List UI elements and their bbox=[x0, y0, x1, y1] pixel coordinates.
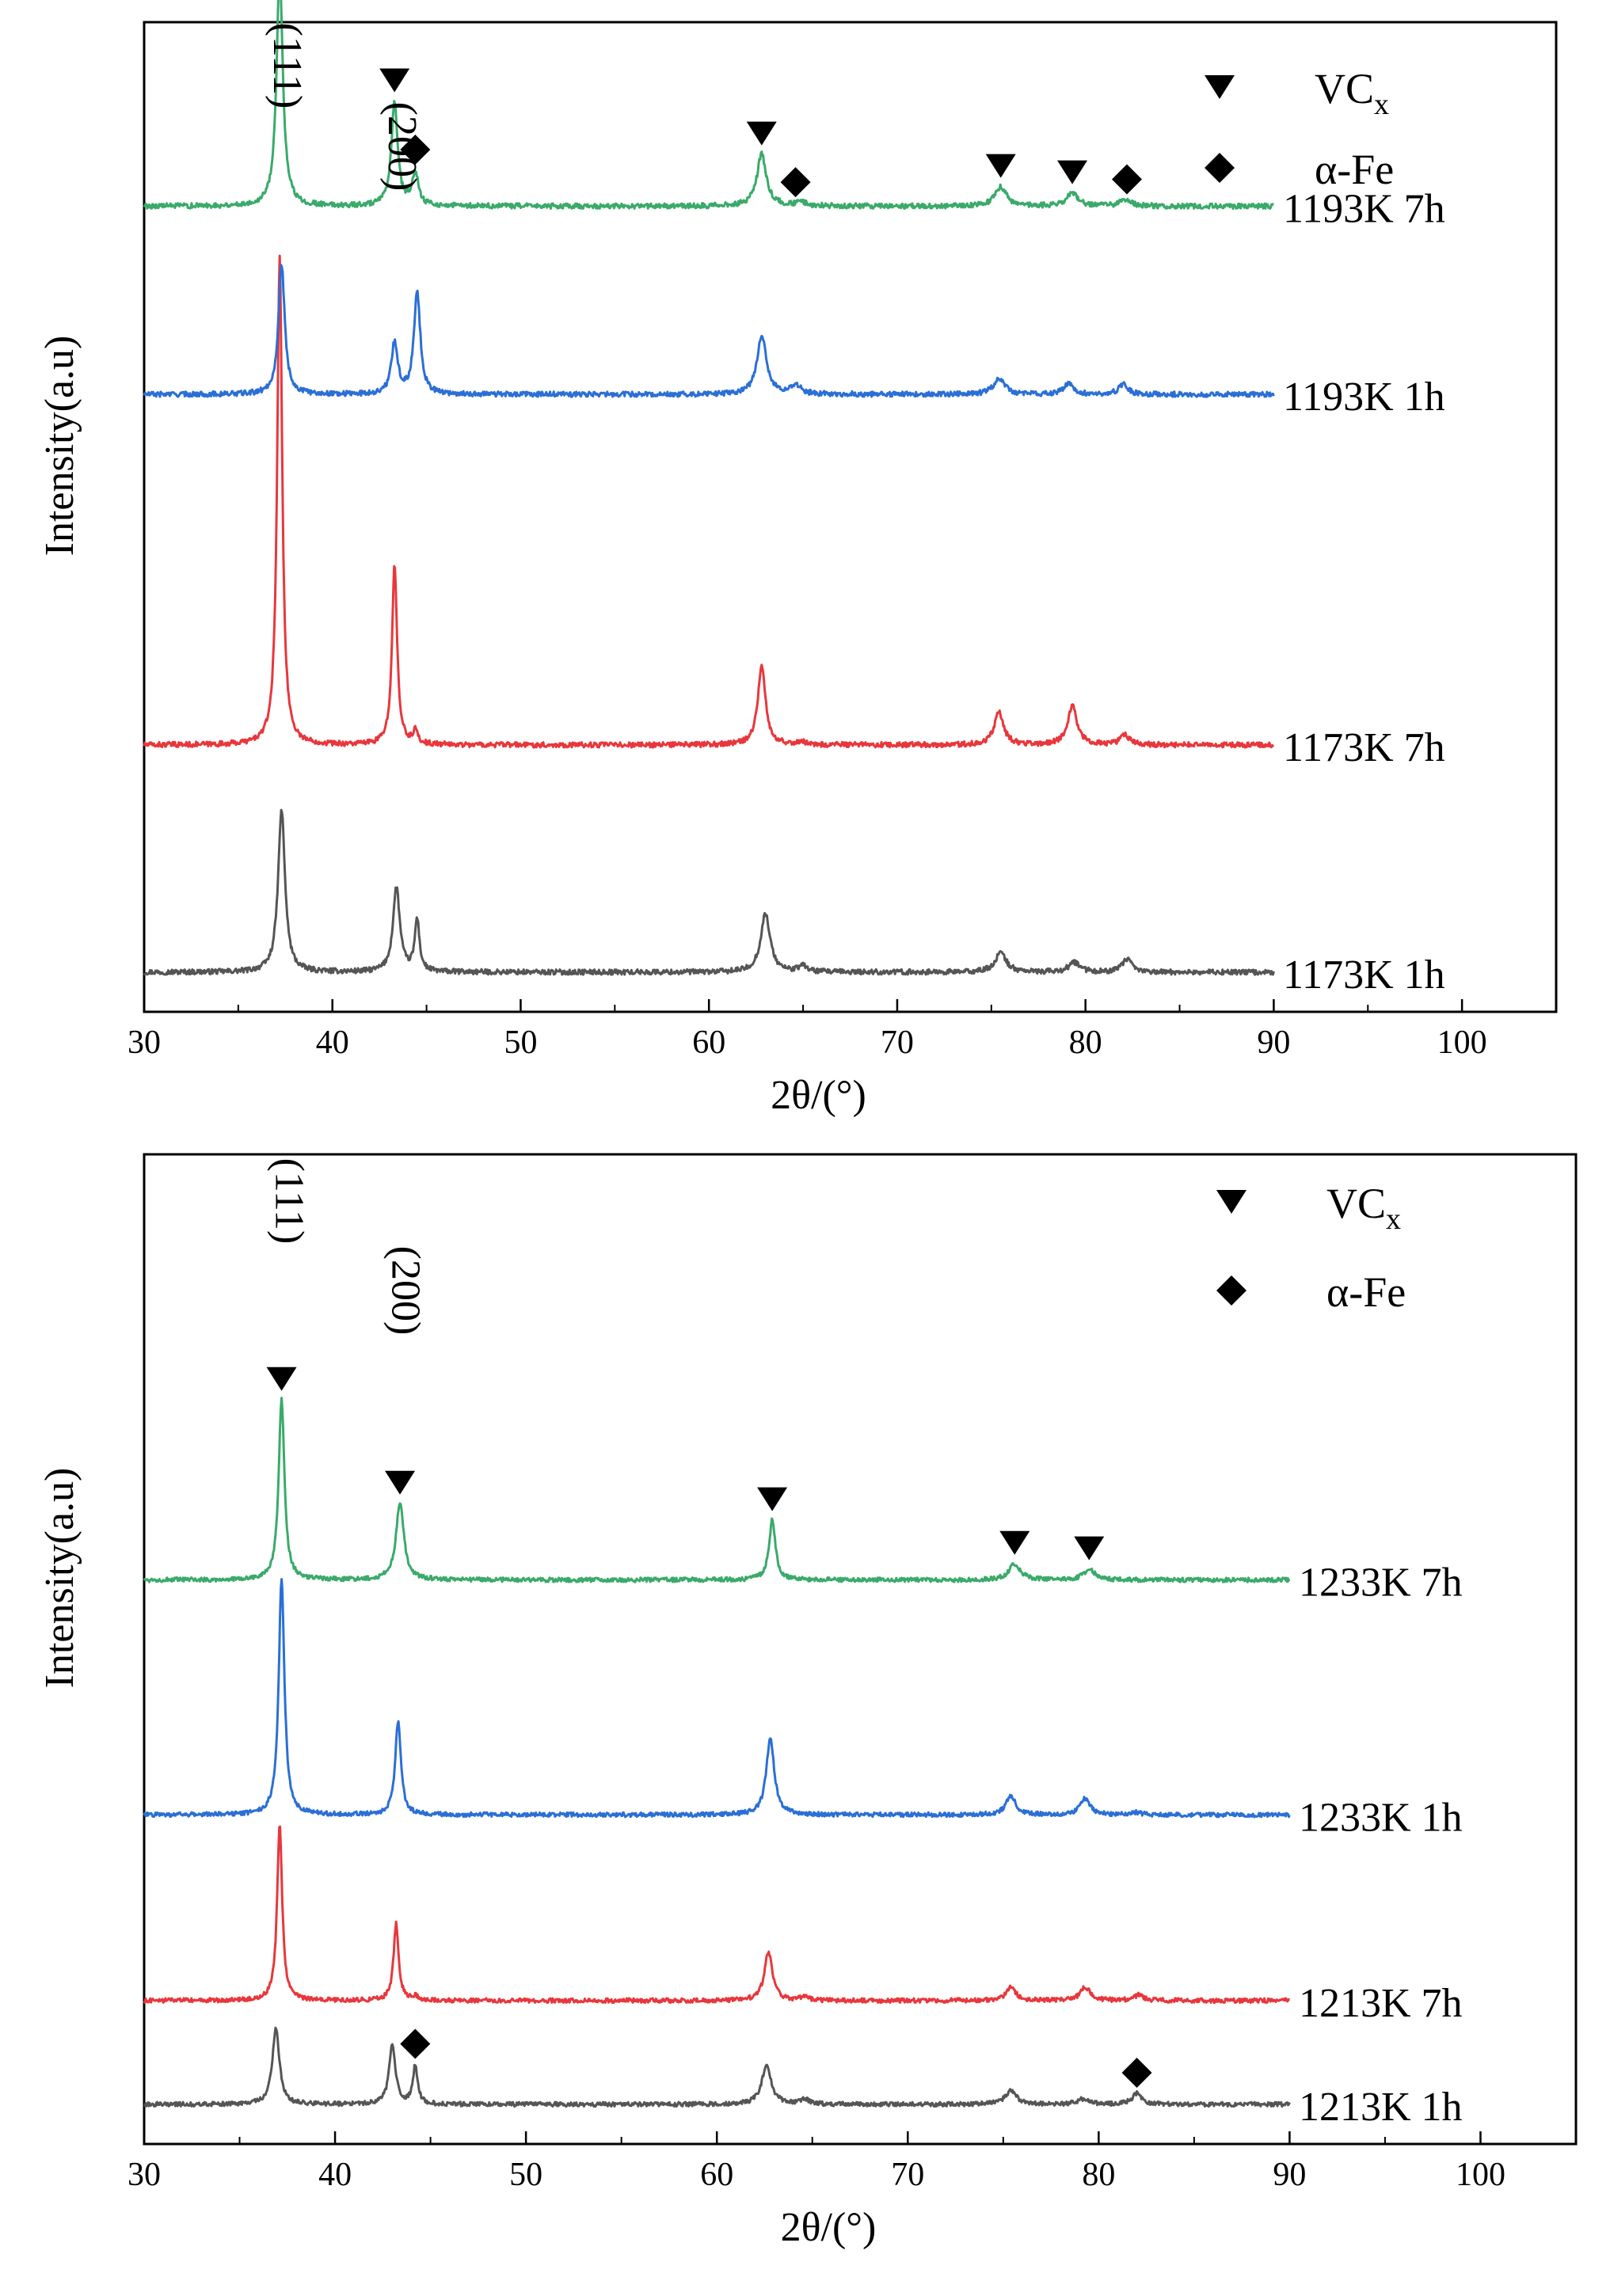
series-line-1233k-1h bbox=[143, 1578, 1291, 1819]
vcx-peak-marker bbox=[999, 1530, 1030, 1555]
alpha-fe-peak-marker bbox=[780, 167, 811, 198]
vcx-peak-marker bbox=[1074, 1536, 1105, 1560]
legend: VCx α-Fe bbox=[1216, 1180, 1406, 1316]
series-label: 1233K 7h bbox=[1299, 1560, 1463, 1606]
x-axis-label: 2θ/(°) bbox=[781, 2205, 877, 2250]
series-line-1193k-7h bbox=[143, 0, 1274, 211]
miller-index-label: (200) bbox=[379, 102, 424, 192]
series-label: 1193K 1h bbox=[1283, 374, 1445, 420]
series-line-1213k-1h bbox=[143, 2026, 1291, 2108]
x-tick-label: 30 bbox=[128, 2157, 161, 2193]
x-tick-label: 70 bbox=[891, 2157, 924, 2193]
y-axis-label: Intensity(a.u) bbox=[37, 1468, 82, 1689]
miller-index-label: (111) bbox=[265, 23, 310, 109]
x-tick-label: 70 bbox=[881, 1024, 914, 1061]
legend-label: α-Fe bbox=[1315, 146, 1394, 193]
x-tick-label: 80 bbox=[1069, 1024, 1102, 1061]
series-label: 1193K 7h bbox=[1283, 186, 1445, 231]
x-tick-label: 90 bbox=[1273, 2157, 1306, 2193]
chart-panel-bottom: 30 40 50 60 70 80 90 100 2θ/(°) Intensity(a.u) 121… bbox=[37, 1153, 1578, 2250]
vcx-peak-marker bbox=[379, 68, 410, 93]
series-label: 1213K 7h bbox=[1299, 1981, 1463, 2026]
legend-label-text: α-Fe bbox=[1315, 146, 1394, 193]
x-tick-label: 60 bbox=[692, 1024, 725, 1061]
series-line-1233k-7h bbox=[143, 1397, 1291, 1583]
alpha-fe-peak-marker bbox=[400, 134, 431, 165]
legend-diamond-icon bbox=[1216, 1275, 1247, 1306]
series-line-1193k-1h bbox=[143, 264, 1275, 398]
x-tick-label: 30 bbox=[128, 1024, 161, 1061]
x-tick-label: 40 bbox=[316, 1024, 349, 1061]
legend-label-subscript: x bbox=[1386, 1203, 1401, 1236]
legend-diamond-icon bbox=[1205, 153, 1235, 183]
legend-label: α-Fe bbox=[1326, 1268, 1406, 1316]
alpha-fe-peak-marker bbox=[1111, 164, 1142, 195]
legend-label-text: VC bbox=[1326, 1180, 1386, 1227]
chart-panel-top: 30 40 50 60 70 80 90 100 2θ/(°) Intensity(a.u) 117… bbox=[37, 0, 1558, 1118]
alpha-fe-peak-marker bbox=[1121, 2058, 1152, 2089]
legend: VCx α-Fe bbox=[1205, 65, 1394, 193]
legend-triangle-icon bbox=[1216, 1190, 1247, 1214]
x-tick-label: 80 bbox=[1082, 2157, 1115, 2193]
alpha-fe-peak-marker bbox=[400, 2028, 431, 2059]
legend-triangle-icon bbox=[1205, 75, 1235, 99]
vcx-peak-marker bbox=[385, 1470, 416, 1495]
vcx-peak-marker bbox=[1057, 160, 1088, 184]
vcx-peak-marker bbox=[266, 1367, 297, 1391]
legend-label-subscript: x bbox=[1374, 88, 1389, 121]
series-label: 1213K 1h bbox=[1299, 2085, 1463, 2130]
vcx-peak-marker bbox=[985, 154, 1016, 178]
x-tick-label: 50 bbox=[509, 2157, 542, 2193]
legend-label: VCx bbox=[1326, 1180, 1401, 1236]
series-label: 1173K 7h bbox=[1283, 725, 1445, 770]
x-tick-label: 60 bbox=[700, 2157, 733, 2193]
miller-index-label: (111) bbox=[267, 1158, 312, 1245]
series-line-1173k-1h bbox=[143, 808, 1275, 976]
x-tick-label: 50 bbox=[504, 1024, 537, 1061]
series-line-1213k-7h bbox=[143, 1825, 1290, 2005]
series-label: 1233K 1h bbox=[1299, 1795, 1463, 1840]
legend-label-text: α-Fe bbox=[1326, 1268, 1406, 1316]
plot-frame bbox=[143, 21, 1558, 1013]
x-axis-label: 2θ/(°) bbox=[771, 1073, 866, 1118]
x-tick-label: 40 bbox=[318, 2157, 352, 2193]
x-tick-label: 100 bbox=[1437, 1024, 1487, 1061]
plot-frame bbox=[143, 1153, 1578, 2146]
x-tick-label: 100 bbox=[1456, 2157, 1505, 2193]
legend-label-text: VC bbox=[1315, 65, 1374, 112]
vcx-peak-marker bbox=[757, 1487, 788, 1511]
series-label: 1173K 1h bbox=[1283, 952, 1445, 998]
miller-index-label: (200) bbox=[383, 1246, 428, 1336]
legend-label: VCx bbox=[1315, 65, 1389, 121]
series-line-1173k-7h bbox=[143, 254, 1275, 749]
x-tick-label: 90 bbox=[1257, 1024, 1290, 1061]
vcx-peak-marker bbox=[746, 121, 777, 146]
y-axis-label: Intensity(a.u) bbox=[37, 336, 82, 557]
